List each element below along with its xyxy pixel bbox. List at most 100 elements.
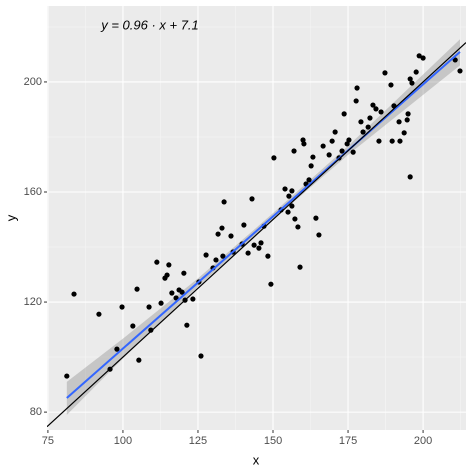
point	[360, 129, 366, 135]
x-tick-label: 200	[414, 435, 432, 447]
point	[203, 252, 209, 258]
point	[154, 259, 160, 265]
point	[413, 69, 419, 75]
x-axis-title: x	[253, 452, 260, 467]
point	[320, 143, 326, 149]
point	[190, 296, 196, 302]
point	[341, 111, 347, 117]
point	[297, 264, 303, 270]
point	[332, 129, 338, 135]
point	[306, 177, 312, 183]
point	[346, 137, 352, 143]
point	[378, 109, 384, 115]
point	[215, 231, 221, 237]
point	[148, 327, 154, 333]
point	[221, 199, 227, 205]
point	[382, 70, 388, 76]
point	[301, 141, 307, 147]
x-tick-label: 150	[264, 435, 282, 447]
point	[388, 82, 394, 88]
point	[289, 188, 295, 194]
point	[219, 225, 225, 231]
point	[164, 272, 170, 278]
x-tick-label: 175	[339, 435, 357, 447]
y-tick-label: 120	[24, 296, 42, 308]
point	[354, 85, 360, 91]
point	[358, 119, 364, 125]
y-tick-label: 160	[24, 186, 42, 198]
y-tick-label: 200	[24, 76, 42, 88]
point	[339, 148, 345, 154]
point	[220, 253, 226, 259]
y-tick-label: 80	[30, 406, 42, 418]
point	[313, 215, 319, 221]
point	[376, 138, 382, 144]
point	[198, 353, 204, 359]
point	[405, 111, 411, 117]
point	[329, 138, 335, 144]
point	[291, 148, 297, 154]
point	[370, 102, 376, 108]
point	[282, 186, 288, 192]
point	[285, 209, 291, 215]
point	[241, 222, 247, 228]
labels: 75 100 125 150 175 200 80 120 160 200	[24, 76, 433, 447]
point	[416, 53, 422, 59]
point	[136, 357, 142, 363]
point	[286, 193, 292, 199]
point	[268, 281, 274, 287]
point	[396, 119, 402, 125]
point	[158, 300, 164, 306]
point	[265, 253, 271, 259]
point	[169, 290, 175, 296]
point	[457, 68, 463, 74]
point	[245, 250, 251, 256]
point	[350, 149, 356, 155]
point	[295, 224, 301, 230]
x-tick-label: 100	[114, 435, 132, 447]
point	[409, 80, 415, 86]
point	[389, 138, 395, 144]
point	[316, 232, 322, 238]
marks	[47, 39, 466, 428]
point	[96, 311, 102, 317]
point	[420, 55, 426, 61]
point	[173, 295, 179, 301]
point	[326, 152, 332, 158]
point	[373, 106, 379, 112]
point	[353, 98, 359, 104]
annotation: y = 0.96 · x + 7.1	[100, 17, 199, 32]
point	[134, 286, 140, 292]
point	[367, 115, 373, 121]
point	[130, 323, 136, 329]
point	[365, 124, 371, 130]
x-tick-label: 75	[42, 435, 54, 447]
point	[114, 346, 120, 352]
point	[271, 155, 277, 161]
point	[407, 76, 413, 82]
point	[119, 304, 125, 310]
point	[401, 130, 407, 136]
point	[344, 141, 350, 147]
point	[256, 245, 262, 251]
reference-line	[47, 42, 466, 428]
point	[228, 233, 234, 239]
point	[289, 203, 295, 209]
point	[181, 270, 187, 276]
point	[404, 117, 410, 123]
grid	[47, 6, 466, 430]
point	[184, 322, 190, 328]
y-axis-title: y	[3, 214, 18, 221]
point	[166, 262, 172, 268]
point	[308, 163, 314, 169]
point	[213, 257, 219, 263]
point	[146, 304, 152, 310]
point	[71, 291, 77, 297]
point	[258, 240, 264, 246]
point	[292, 216, 298, 222]
point	[249, 196, 255, 202]
point	[397, 138, 403, 144]
point	[251, 242, 257, 248]
